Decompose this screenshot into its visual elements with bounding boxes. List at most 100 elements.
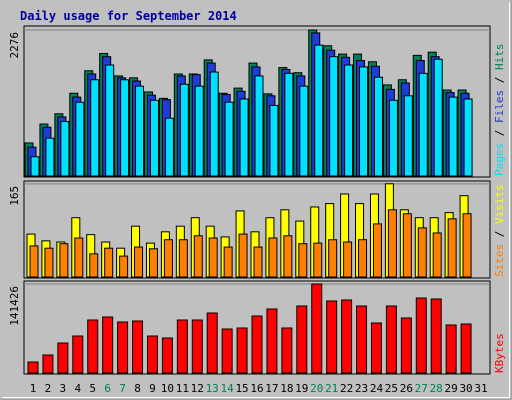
bar	[314, 44, 324, 177]
y-tick-label: 141426	[8, 286, 21, 326]
bar	[134, 246, 144, 278]
x-tick-label: 22	[340, 382, 353, 395]
bar	[359, 66, 369, 177]
x-tick-label: 15	[235, 382, 248, 395]
chart-title: Daily usage for September 2014	[20, 9, 237, 23]
bar	[311, 283, 323, 374]
bar	[432, 232, 442, 278]
bar	[193, 235, 203, 278]
bar	[403, 95, 413, 177]
bar	[90, 79, 100, 177]
legend: Pages / Files / Hits	[493, 44, 506, 177]
bar	[164, 117, 174, 177]
bar	[119, 255, 129, 278]
bar	[89, 253, 99, 278]
x-tick-label: 25	[385, 382, 398, 395]
x-tick-label: 2	[45, 382, 52, 395]
x-tick-label: 31	[474, 382, 487, 395]
bar	[417, 227, 427, 278]
x-tick-label: 10	[161, 382, 174, 395]
bar	[326, 300, 338, 374]
bar	[221, 328, 233, 374]
bar	[163, 239, 173, 278]
bar	[104, 247, 114, 278]
bar	[269, 104, 279, 177]
legend-entry: Hits	[493, 44, 506, 71]
bar	[102, 316, 114, 374]
bar	[42, 354, 54, 374]
y-tick-label: 2276	[8, 32, 21, 59]
x-tick-label: 1	[30, 382, 37, 395]
x-tick-label: 6	[104, 382, 111, 395]
bar	[105, 64, 115, 177]
bar	[117, 321, 129, 374]
legend-entry: Sites	[493, 244, 506, 277]
bar	[388, 99, 398, 177]
bar	[447, 218, 457, 278]
bar	[208, 237, 218, 278]
legend-entry: KBytes	[493, 333, 506, 373]
bar	[74, 237, 84, 278]
legend-separator: /	[493, 70, 506, 90]
bar	[57, 342, 69, 374]
bar	[268, 237, 278, 278]
bar	[179, 83, 189, 177]
bar	[120, 79, 130, 177]
x-tick-label: 28	[430, 382, 443, 395]
bar	[191, 319, 203, 374]
legend: Sites / Visits	[493, 184, 506, 277]
y-tick-label: 165	[8, 186, 21, 206]
bar	[238, 233, 248, 278]
bar	[176, 319, 188, 374]
x-tick-label: 29	[445, 382, 458, 395]
bar	[299, 85, 309, 177]
bar	[448, 96, 458, 177]
bar	[343, 241, 353, 278]
bar	[296, 305, 308, 374]
bar	[30, 156, 40, 177]
bar	[224, 101, 234, 177]
bar	[385, 305, 397, 374]
bar	[283, 235, 293, 278]
legend-separator: /	[493, 224, 506, 244]
x-tick-label: 27	[415, 382, 428, 395]
x-tick-label: 7	[119, 382, 126, 395]
bar	[400, 317, 412, 374]
x-tick-label: 24	[370, 382, 384, 395]
bar	[209, 71, 219, 177]
bar	[328, 239, 338, 278]
bar	[402, 213, 412, 278]
bar	[433, 58, 443, 177]
x-tick-label: 11	[176, 382, 189, 395]
bar	[206, 312, 218, 374]
x-tick-label: 17	[265, 382, 278, 395]
bar	[29, 245, 39, 278]
x-tick-label: 16	[250, 382, 263, 395]
bar	[45, 137, 55, 177]
bar	[418, 72, 428, 177]
x-tick-label: 14	[221, 382, 235, 395]
bar	[161, 337, 173, 374]
bar	[27, 361, 39, 374]
x-tick-label: 5	[89, 382, 96, 395]
bar	[370, 322, 382, 374]
bar	[149, 99, 159, 177]
x-tick-label: 9	[149, 382, 156, 395]
bar	[254, 75, 264, 177]
bar	[463, 98, 473, 177]
x-tick-label: 21	[325, 382, 338, 395]
bar	[341, 299, 353, 374]
bar	[146, 335, 158, 374]
bar	[445, 324, 457, 374]
bar	[344, 64, 354, 177]
bar	[415, 297, 427, 374]
bar	[387, 209, 397, 278]
bar	[44, 247, 54, 278]
bar	[266, 308, 278, 374]
x-tick-label: 20	[310, 382, 323, 395]
bar	[59, 243, 69, 278]
bar	[430, 298, 442, 374]
x-tick-label: 4	[74, 382, 81, 395]
bar	[298, 243, 308, 278]
bar	[148, 248, 158, 278]
